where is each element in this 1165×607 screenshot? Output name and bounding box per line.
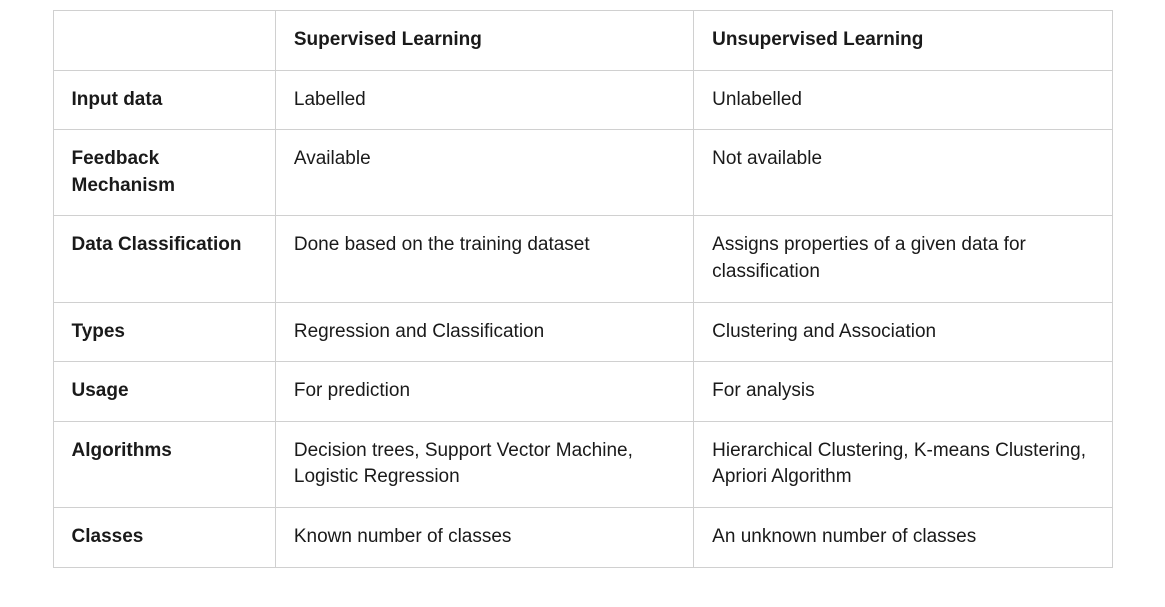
cell-supervised: Available [275, 130, 693, 216]
table-row: Types Regression and Classification Clus… [53, 302, 1112, 362]
table-row: Usage For prediction For analysis [53, 362, 1112, 422]
cell-unsupervised: For analysis [694, 362, 1112, 422]
row-label: Feedback Mechanism [53, 130, 275, 216]
cell-unsupervised: An unknown number of classes [694, 507, 1112, 567]
row-label: Data Classification [53, 216, 275, 302]
comparison-table: Supervised Learning Unsupervised Learnin… [53, 10, 1113, 568]
cell-unsupervised: Clustering and Association [694, 302, 1112, 362]
cell-unsupervised: Assigns properties of a given data for c… [694, 216, 1112, 302]
header-unsupervised: Unsupervised Learning [694, 11, 1112, 71]
row-label: Algorithms [53, 421, 275, 507]
cell-unsupervised: Not available [694, 130, 1112, 216]
cell-unsupervised: Hierarchical Clustering, K-means Cluster… [694, 421, 1112, 507]
row-label: Types [53, 302, 275, 362]
table-row: Input data Labelled Unlabelled [53, 70, 1112, 130]
header-supervised: Supervised Learning [275, 11, 693, 71]
cell-supervised: Done based on the training dataset [275, 216, 693, 302]
cell-supervised: For prediction [275, 362, 693, 422]
table-row: Data Classification Done based on the tr… [53, 216, 1112, 302]
table-row: Classes Known number of classes An unkno… [53, 507, 1112, 567]
cell-supervised: Known number of classes [275, 507, 693, 567]
cell-unsupervised: Unlabelled [694, 70, 1112, 130]
row-label: Classes [53, 507, 275, 567]
table-row: Algorithms Decision trees, Support Vecto… [53, 421, 1112, 507]
row-label: Input data [53, 70, 275, 130]
table-header-row: Supervised Learning Unsupervised Learnin… [53, 11, 1112, 71]
cell-supervised: Labelled [275, 70, 693, 130]
cell-supervised: Decision trees, Support Vector Machine, … [275, 421, 693, 507]
table-row: Feedback Mechanism Available Not availab… [53, 130, 1112, 216]
cell-supervised: Regression and Classification [275, 302, 693, 362]
row-label: Usage [53, 362, 275, 422]
header-empty [53, 11, 275, 71]
